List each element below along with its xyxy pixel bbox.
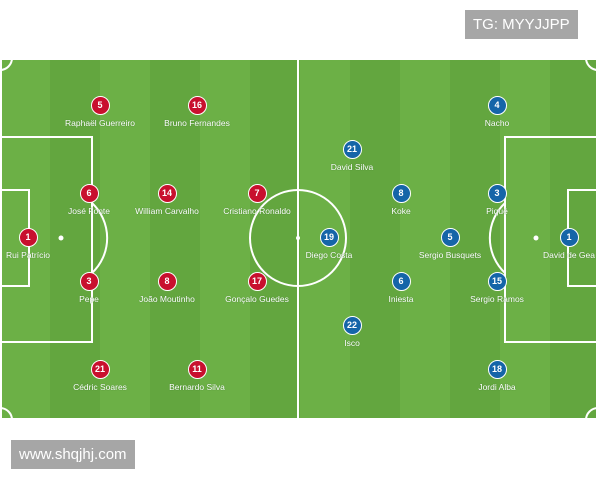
player-number-badge: 3 xyxy=(487,184,507,203)
player-marker[interactable]: 22 Isco xyxy=(297,316,407,348)
player-marker[interactable]: 17 Gonçalo Guedes xyxy=(202,272,312,304)
player-number-badge: 22 xyxy=(342,316,362,335)
player-number-badge: 16 xyxy=(187,96,207,115)
right-penalty-arc xyxy=(488,202,506,274)
right-penalty-spot xyxy=(533,235,539,241)
player-name: Bernardo Silva xyxy=(169,382,225,392)
player-name: Piqué xyxy=(486,206,508,216)
player-marker[interactable]: 21 David Silva xyxy=(297,140,407,172)
player-marker[interactable]: 7 Cristiano Ronaldo xyxy=(202,184,312,216)
player-marker[interactable]: 1 David de Gea xyxy=(514,228,600,260)
player-marker[interactable]: 5 Sergio Busquets xyxy=(395,228,505,260)
player-name: David Silva xyxy=(330,162,374,172)
left-penalty-arc xyxy=(91,202,109,274)
player-marker[interactable]: 4 Nacho xyxy=(442,96,552,128)
player-number-badge: 8 xyxy=(391,184,411,203)
player-marker[interactable]: 11 Bernardo Silva xyxy=(142,360,252,392)
player-name: Pepe xyxy=(79,294,99,304)
player-name: Bruno Fernandes xyxy=(164,118,230,128)
player-name: Cédric Soares xyxy=(73,382,127,392)
player-number-badge: 7 xyxy=(247,184,267,203)
player-name: Sergio Ramos xyxy=(470,294,524,304)
player-number-badge: 15 xyxy=(487,272,507,291)
pitch-stripe xyxy=(100,58,150,420)
player-number-badge: 11 xyxy=(187,360,207,379)
player-marker[interactable]: 21 Cédric Soares xyxy=(45,360,155,392)
player-name: Sergio Busquets xyxy=(418,250,482,260)
player-name: Rui Patrício xyxy=(6,250,50,260)
player-marker[interactable]: 8 Koke xyxy=(346,184,456,216)
player-name: David de Gea xyxy=(543,250,595,260)
player-marker[interactable]: 18 Jordi Alba xyxy=(442,360,552,392)
player-marker[interactable]: 16 Bruno Fernandes xyxy=(142,96,252,128)
player-number-badge: 6 xyxy=(79,184,99,203)
player-number-badge: 8 xyxy=(157,272,177,291)
pitch-stripe xyxy=(250,58,300,420)
watermark-bottom: www.shqjhj.com xyxy=(11,440,135,469)
player-marker[interactable]: 1 Rui Patrício xyxy=(0,228,83,260)
player-number-badge: 21 xyxy=(90,360,110,379)
right-penalty-box xyxy=(504,136,598,343)
player-number-badge: 18 xyxy=(487,360,507,379)
player-number-badge: 17 xyxy=(247,272,267,291)
player-number-badge: 6 xyxy=(391,272,411,291)
player-marker[interactable]: 8 João Moutinho xyxy=(112,272,222,304)
pitch-stripe xyxy=(150,58,200,420)
player-number-badge: 3 xyxy=(79,272,99,291)
player-marker[interactable]: 3 Pepe xyxy=(34,272,144,304)
player-name: Diego Costa xyxy=(305,250,353,260)
player-number-badge: 4 xyxy=(487,96,507,115)
player-marker[interactable]: 5 Raphaël Guerreiro xyxy=(45,96,155,128)
player-number-badge: 1 xyxy=(18,228,38,247)
player-name: Nacho xyxy=(484,118,510,128)
pitch-stripe xyxy=(350,58,400,420)
player-marker[interactable]: 19 Diego Costa xyxy=(274,228,384,260)
football-pitch: 1 Rui Patrício 5 Raphaël Guerreiro 16 Bruno F… xyxy=(0,58,598,420)
player-number-badge: 5 xyxy=(90,96,110,115)
player-marker[interactable]: 6 Iniesta xyxy=(346,272,456,304)
corner-arc xyxy=(585,58,598,71)
pitch-stripe xyxy=(500,58,550,420)
player-marker[interactable]: 6 José Fonte xyxy=(34,184,144,216)
player-name: Gonçalo Guedes xyxy=(225,294,289,304)
player-name: José Fonte xyxy=(67,206,111,216)
player-name: Isco xyxy=(344,338,360,348)
player-number-badge: 1 xyxy=(559,228,579,247)
player-number-badge: 14 xyxy=(157,184,177,203)
watermark-top: TG: MYYJJPP xyxy=(465,10,578,39)
player-name: William Carvalho xyxy=(135,206,199,216)
player-name: Koke xyxy=(391,206,411,216)
player-marker[interactable]: 14 William Carvalho xyxy=(112,184,222,216)
center-circle xyxy=(249,189,347,287)
pitch-stripe xyxy=(200,58,250,420)
pitch-markings xyxy=(0,58,598,420)
player-name: Iniesta xyxy=(388,294,414,304)
player-number-badge: 19 xyxy=(319,228,339,247)
corner-arc xyxy=(585,407,598,420)
player-name: João Moutinho xyxy=(139,294,195,304)
player-name: Jordi Alba xyxy=(478,382,516,392)
left-penalty-spot xyxy=(58,235,64,241)
center-spot xyxy=(296,236,300,240)
player-number-badge: 21 xyxy=(342,140,362,159)
corner-arc xyxy=(0,407,13,420)
left-penalty-box xyxy=(0,136,93,343)
player-number-badge: 5 xyxy=(440,228,460,247)
corner-arc xyxy=(0,58,13,71)
player-name: Raphaël Guerreiro xyxy=(65,118,135,128)
player-marker[interactable]: 15 Sergio Ramos xyxy=(442,272,552,304)
player-marker[interactable]: 3 Piqué xyxy=(442,184,552,216)
player-name: Cristiano Ronaldo xyxy=(223,206,291,216)
